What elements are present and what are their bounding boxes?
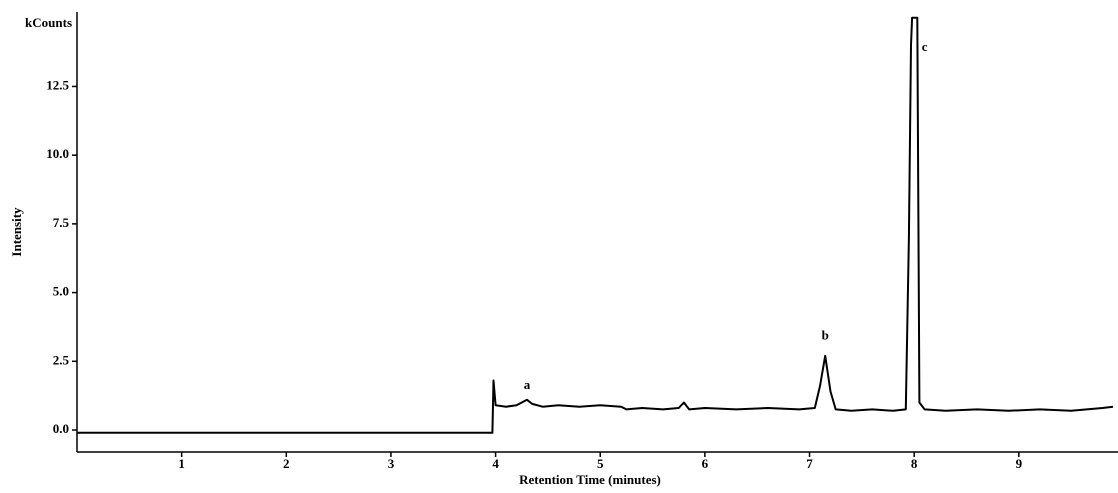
x-axis-label: Retention Time (minutes) xyxy=(519,472,661,487)
peak-label: c xyxy=(922,39,928,54)
y-tick-label: 5.0 xyxy=(53,284,69,299)
x-tick-label: 5 xyxy=(597,456,604,471)
peak-label: b xyxy=(822,328,829,343)
y-tick-label: 7.5 xyxy=(53,215,70,230)
x-tick-label: 1 xyxy=(178,456,185,471)
data-line xyxy=(77,16,1114,434)
y-tick-label: 2.5 xyxy=(53,352,70,367)
x-tick-label: 2 xyxy=(283,456,290,471)
x-tick-label: 7 xyxy=(806,456,813,471)
peak-label: a xyxy=(524,377,531,392)
y-unit: kCounts xyxy=(25,15,72,30)
y-axis-label: Intensity xyxy=(9,207,24,257)
y-tick-label: 0.0 xyxy=(53,421,69,436)
y-tick-label: 10.0 xyxy=(46,146,69,161)
x-tick-label: 4 xyxy=(492,456,499,471)
x-tick-label: 9 xyxy=(1016,456,1023,471)
y-tick-label: 12.5 xyxy=(46,77,69,92)
x-tick-label: 3 xyxy=(388,456,395,471)
x-tick-label: 6 xyxy=(702,456,709,471)
x-tick-label: 8 xyxy=(911,456,918,471)
